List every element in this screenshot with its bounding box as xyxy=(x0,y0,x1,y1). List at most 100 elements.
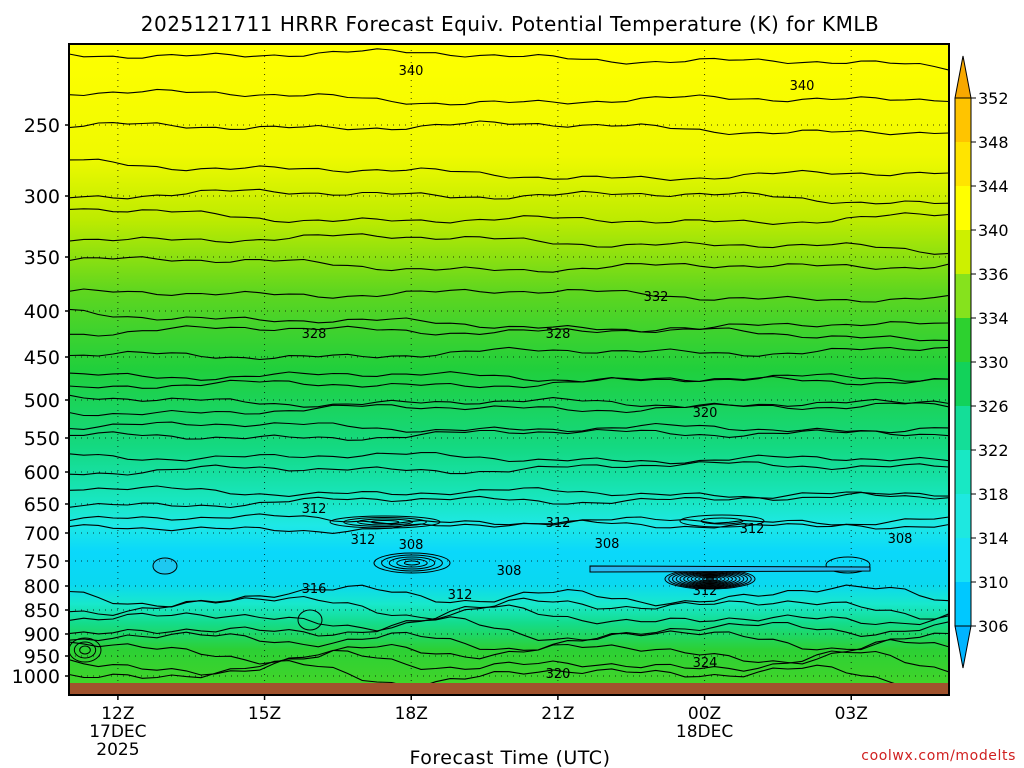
contour-label: 308 xyxy=(399,538,424,553)
contour-label: 316 xyxy=(302,582,327,597)
colorbar-segment xyxy=(955,406,971,450)
y-axis: 2503003504004505005506006507007508008509… xyxy=(12,115,69,688)
colorbar-segment xyxy=(955,142,971,186)
contour-label: 320 xyxy=(693,406,718,421)
isoline xyxy=(69,188,949,205)
x-tick-label: 00Z xyxy=(688,704,721,724)
colorbar-segment xyxy=(955,98,971,142)
isoline xyxy=(69,120,949,136)
isoline xyxy=(69,639,949,665)
isoline xyxy=(69,660,949,688)
y-tick-label: 550 xyxy=(24,428,60,450)
isoline xyxy=(69,451,949,465)
isoline xyxy=(69,649,949,676)
contour-label: 312 xyxy=(546,516,571,531)
colorbar-tick-label: 334 xyxy=(978,309,1009,328)
closed-contour xyxy=(687,573,733,585)
y-tick-label: 400 xyxy=(24,301,60,323)
colorbar-tick-label: 306 xyxy=(978,617,1009,636)
isoline xyxy=(69,461,949,476)
contour-label: 312 xyxy=(302,502,327,517)
colorbar-tick-label: 336 xyxy=(978,265,1009,284)
isoline xyxy=(69,421,949,437)
plot-border xyxy=(68,43,950,696)
contour-label: 312 xyxy=(351,533,376,548)
contour-label: 340 xyxy=(399,64,424,79)
isoline xyxy=(69,595,949,620)
isoline xyxy=(69,491,949,509)
contour-label: 328 xyxy=(302,327,327,342)
credit-text: coolwx.com/modelts xyxy=(861,748,1016,764)
colorbar-tick-label: 352 xyxy=(978,89,1009,108)
isoline xyxy=(69,485,949,501)
isoline xyxy=(69,233,949,255)
contour-label: 308 xyxy=(888,532,913,547)
plot-area: 340 340 332 328 328 320 312 312 312 312 308 308 308 3… xyxy=(68,43,950,696)
contour-label: 320 xyxy=(546,667,571,682)
isoline xyxy=(69,256,949,273)
colorbar-tick-label: 330 xyxy=(978,353,1009,372)
x-axis-label: Forecast Time (UTC) xyxy=(410,747,611,768)
x-tick-label: 21Z xyxy=(541,704,574,724)
isoline xyxy=(69,346,949,361)
x-tick-label: 12Z xyxy=(101,704,134,724)
colorbar-bottom-arrow xyxy=(954,625,972,669)
x-date-label: 18DEC xyxy=(676,722,733,742)
colorbar-segment xyxy=(955,362,971,406)
isoline xyxy=(69,88,949,106)
x-tick-label: 18Z xyxy=(395,704,428,724)
y-tick-label: 950 xyxy=(24,646,60,668)
y-tick-label: 500 xyxy=(24,390,60,412)
isoline xyxy=(69,584,949,608)
contour-label: 332 xyxy=(644,290,669,305)
y-tick-label: 450 xyxy=(24,347,60,369)
contour-label: 312 xyxy=(693,584,718,599)
y-tick-label: 300 xyxy=(24,186,60,208)
contour-label: 308 xyxy=(497,564,522,579)
closed-contour xyxy=(403,560,421,566)
contour-label: 312 xyxy=(740,522,765,537)
isoline xyxy=(69,394,949,411)
closed-contour xyxy=(683,572,737,586)
closed-contour xyxy=(73,641,97,659)
isoline xyxy=(69,616,949,641)
x-tick-label: 03Z xyxy=(835,704,868,724)
y-tick-label: 800 xyxy=(24,576,60,598)
x-year-label: 2025 xyxy=(96,740,139,760)
colorbar: 352 348 344 340 336 334 330 326 322 318 314 310 306 xyxy=(954,55,1009,669)
colorbar-tick-label: 340 xyxy=(978,221,1009,240)
closed-contour xyxy=(79,645,91,655)
isoline xyxy=(69,371,949,383)
contour-labels: 340 340 332 328 328 320 312 312 312 312 308 308 308 3… xyxy=(302,64,913,682)
closed-contour xyxy=(690,574,730,584)
closed-contour xyxy=(396,558,428,568)
colorbar-segment xyxy=(955,186,971,230)
closed-contour xyxy=(69,637,102,663)
isoline xyxy=(69,48,949,71)
closed-contour xyxy=(373,552,451,574)
y-tick-label: 1000 xyxy=(12,666,60,688)
closed-contour xyxy=(702,576,718,582)
closed-contour xyxy=(694,575,726,583)
isoline xyxy=(69,516,949,534)
grid-lines xyxy=(69,44,949,695)
isoline xyxy=(69,375,949,389)
y-tick-label: 250 xyxy=(24,115,60,137)
contour-label: 328 xyxy=(546,327,571,342)
contour-label: 324 xyxy=(693,656,718,671)
isoline xyxy=(69,604,949,632)
x-date-label: 17DEC xyxy=(89,722,146,742)
colorbar-tick-label: 318 xyxy=(978,485,1009,504)
colorbar-segment xyxy=(955,450,971,494)
y-tick-label: 600 xyxy=(24,462,60,484)
colorbar-tick-label: 348 xyxy=(978,133,1009,152)
closed-contour xyxy=(152,557,178,575)
contour-field xyxy=(69,44,949,695)
y-tick-label: 650 xyxy=(24,494,60,516)
colorbar-segment xyxy=(955,230,971,274)
colorbar-segment xyxy=(955,274,971,318)
colorbar-segment xyxy=(955,494,971,538)
contour-lines xyxy=(69,48,949,688)
